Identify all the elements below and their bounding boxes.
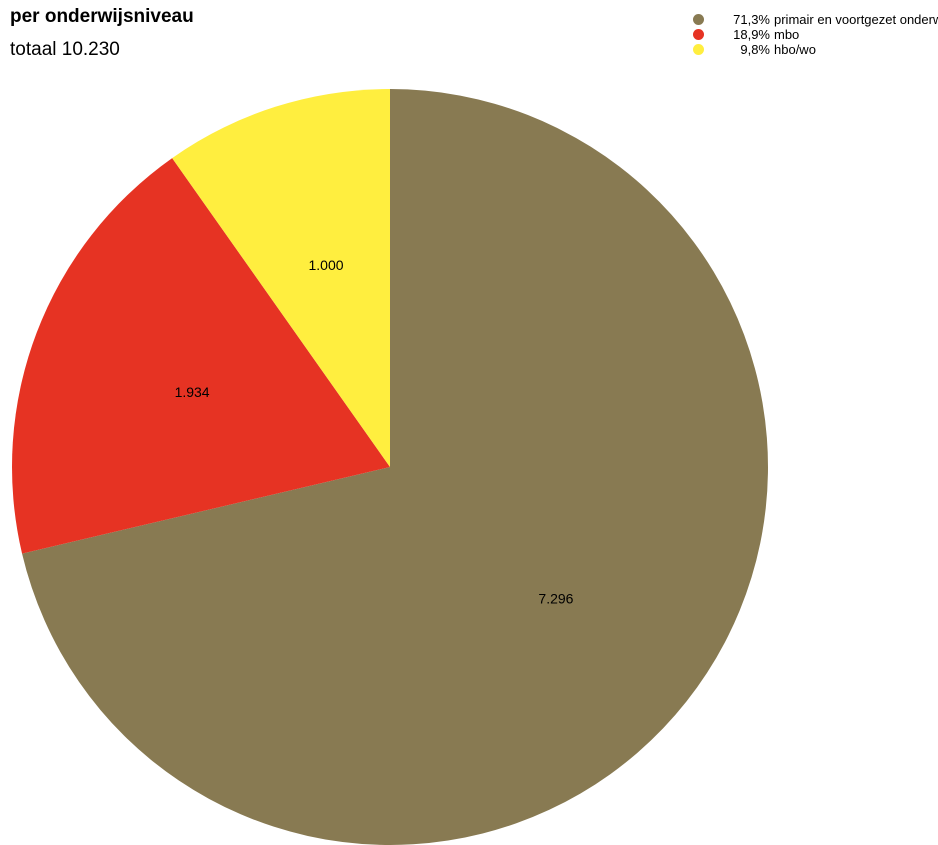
slice-value-label: 1.934 [175,384,210,400]
pie-slice [11,158,390,554]
legend-item: 18,9% mbo [688,27,938,42]
legend-label: hbo/wo [774,42,816,57]
slice-value-label: 7.296 [538,590,573,606]
legend-percent: 18,9% [733,27,770,42]
legend: 71,3% primair en voortgezet onderwijs 18… [688,12,938,57]
legend-label: mbo [774,27,800,42]
chart-subtitle: totaal 10.230 [10,39,120,60]
legend-percent: 9,8% [740,42,770,57]
legend-swatch [693,29,704,40]
legend-label: primair en voortgezet onderwijs [774,12,938,27]
chart-title: per onderwijsniveau [10,6,194,27]
slice-value-label: 1.000 [308,257,343,273]
pie-slice [22,89,768,845]
legend-swatch [693,44,704,55]
legend-item: 71,3% primair en voortgezet onderwijs [688,12,938,27]
legend-percent: 71,3% [733,12,770,27]
legend-swatch [693,14,704,25]
legend-item: 9,8% hbo/wo [688,42,938,57]
pie-slice [172,88,390,467]
